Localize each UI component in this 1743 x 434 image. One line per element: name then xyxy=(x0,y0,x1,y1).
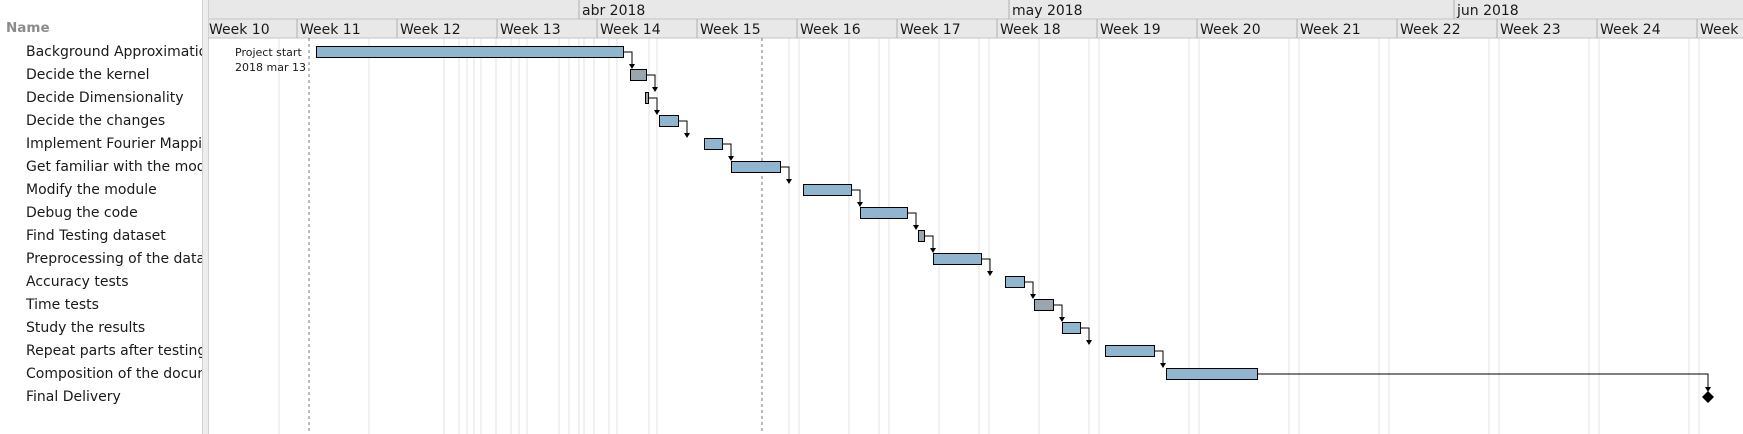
task-bar[interactable] xyxy=(630,69,647,81)
dependency-line xyxy=(1053,304,1063,321)
task-bar[interactable] xyxy=(316,46,624,58)
week-label: Week 17 xyxy=(900,22,961,38)
gantt-chart-area: abr 2018 may 2018 jun 2018 Week 10 Week 11 We… xyxy=(209,0,1743,434)
dependency-arrow xyxy=(1086,340,1092,345)
dependency-line xyxy=(722,143,732,160)
week-label: Week 18 xyxy=(1000,22,1061,38)
dependency-arrow xyxy=(1030,294,1036,299)
task-tree: Name Background Approximation Decide the … xyxy=(0,0,202,434)
task-row-name[interactable]: Decide the changes xyxy=(26,113,166,129)
task-row-name[interactable]: Implement Fourier Mapping xyxy=(26,136,202,152)
dependency-line xyxy=(907,212,917,229)
task-bar[interactable] xyxy=(704,138,723,150)
task-row-name[interactable]: Time tests xyxy=(26,297,99,313)
dependency-line xyxy=(851,189,861,206)
dependency-arrow xyxy=(654,110,660,115)
task-bar[interactable] xyxy=(1105,345,1155,357)
task-row-name[interactable]: Get familiar with the module xyxy=(26,159,202,175)
dependency-arrow xyxy=(684,133,690,138)
task-bar[interactable] xyxy=(933,253,982,265)
dependency-line xyxy=(981,258,991,275)
dependency-line xyxy=(1080,327,1090,344)
dependency-line xyxy=(924,235,934,252)
month-label: abr 2018 xyxy=(582,3,645,19)
month-label: may 2018 xyxy=(1012,3,1083,19)
task-row-name[interactable]: Composition of the document xyxy=(26,366,202,382)
dependency-arrow xyxy=(857,202,863,207)
dependency-line xyxy=(678,120,688,137)
task-row-name[interactable]: Final Delivery xyxy=(26,389,121,405)
task-row-name[interactable]: Decide the kernel xyxy=(26,67,150,83)
task-row-name[interactable]: Accuracy tests xyxy=(26,274,129,290)
week-label: Week 11 xyxy=(300,22,361,38)
dependency-arrow xyxy=(1705,387,1711,392)
week-label: Week 19 xyxy=(1100,22,1161,38)
week-header xyxy=(209,19,1743,38)
dependency-arrow xyxy=(913,225,919,230)
project-start-date: 2018 mar 13 xyxy=(235,61,306,74)
task-row-name[interactable]: Debug the code xyxy=(26,205,138,221)
week-label: Week 16 xyxy=(800,22,861,38)
dependency-arrow xyxy=(987,271,993,276)
week-label: Week xyxy=(1700,22,1739,38)
task-bar[interactable] xyxy=(918,230,925,242)
dependency-line xyxy=(646,74,656,91)
task-row-name[interactable]: Study the results xyxy=(26,320,146,336)
dependency-arrow xyxy=(629,64,635,69)
week-label: Week 15 xyxy=(700,22,761,38)
task-row-name[interactable]: Find Testing dataset xyxy=(26,228,166,244)
week-label: Week 22 xyxy=(1400,22,1461,38)
task-bar[interactable] xyxy=(1062,322,1081,334)
milestone-diamond[interactable] xyxy=(1702,391,1714,403)
task-bar[interactable] xyxy=(803,184,852,196)
task-bar[interactable] xyxy=(659,115,679,127)
dependency-line xyxy=(1154,350,1164,367)
task-row-name[interactable]: Modify the module xyxy=(26,182,157,198)
week-label: Week 13 xyxy=(500,22,561,38)
dependency-arrow xyxy=(786,179,792,184)
task-row-name[interactable]: Background Approximation xyxy=(26,44,202,60)
task-row-name[interactable]: Preprocessing of the data xyxy=(26,251,202,267)
dependency-arrow xyxy=(930,248,936,253)
task-bar[interactable] xyxy=(860,207,908,219)
dependency-line xyxy=(648,97,658,114)
task-row-name[interactable]: Decide Dimensionality xyxy=(26,90,184,106)
week-label: Week 10 xyxy=(209,22,270,38)
week-label: Week 14 xyxy=(600,22,661,38)
task-bar[interactable] xyxy=(645,92,649,104)
dependency-arrow xyxy=(652,87,658,92)
week-label: Week 20 xyxy=(1200,22,1261,38)
week-label: Week 24 xyxy=(1600,22,1661,38)
dependency-line xyxy=(1024,281,1034,298)
task-tree-header: Name xyxy=(0,19,202,37)
week-label: Week 12 xyxy=(400,22,461,38)
week-label: Week 21 xyxy=(1300,22,1361,38)
dependency-line xyxy=(1257,373,1709,390)
name-column-header[interactable]: Name xyxy=(6,20,50,36)
week-label: Week 23 xyxy=(1500,22,1561,38)
dependency-arrow xyxy=(1059,317,1065,322)
task-bar[interactable] xyxy=(1034,299,1054,311)
dependency-arrow xyxy=(1160,363,1166,368)
task-row-name[interactable]: Repeat parts after testing xyxy=(26,343,202,359)
gantt-chart-svg: abr 2018 may 2018 jun 2018 Week 10 Week 11 We… xyxy=(209,0,1743,434)
pane-splitter[interactable] xyxy=(202,0,209,434)
dependency-arrow xyxy=(728,156,734,161)
month-label: jun 2018 xyxy=(1456,3,1519,19)
task-bar[interactable] xyxy=(1166,368,1258,380)
month-header xyxy=(209,0,1743,19)
project-start-label: Project start xyxy=(235,46,302,59)
dependency-line xyxy=(623,51,633,68)
dependency-line xyxy=(780,166,790,183)
task-bar[interactable] xyxy=(1005,276,1025,288)
task-bar[interactable] xyxy=(731,161,781,173)
